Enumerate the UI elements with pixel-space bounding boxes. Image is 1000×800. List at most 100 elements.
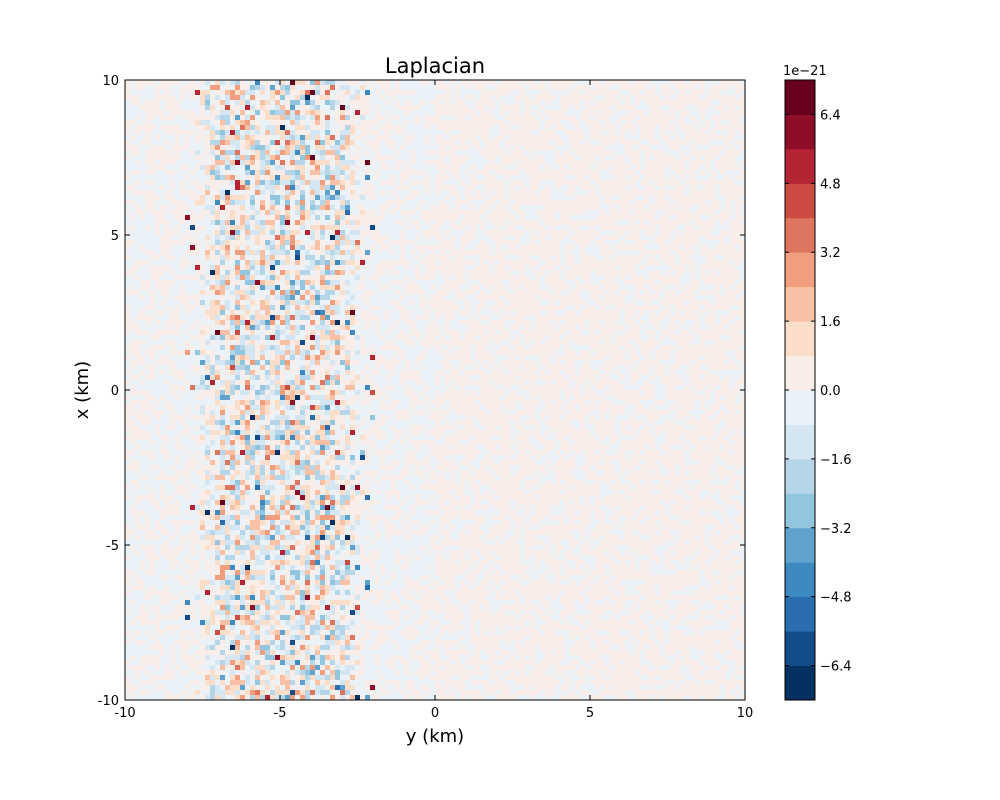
heatmap-cell — [635, 260, 641, 266]
heatmap-cell — [205, 165, 211, 171]
heatmap-cell — [485, 185, 491, 191]
heatmap-cell — [365, 195, 371, 201]
heatmap-cell — [360, 100, 366, 106]
heatmap-cell — [405, 195, 411, 201]
heatmap-cell — [595, 275, 601, 281]
heatmap-cell — [670, 225, 676, 231]
heatmap-cell — [440, 130, 446, 136]
heatmap-cell — [335, 150, 341, 156]
heatmap-cell — [525, 125, 531, 131]
heatmap-cell — [365, 85, 371, 91]
heatmap-cell — [400, 130, 406, 136]
heatmap-cell — [350, 170, 356, 176]
heatmap-cell — [190, 170, 196, 176]
heatmap-cell — [285, 205, 291, 211]
heatmap-cell — [225, 235, 231, 241]
heatmap-cell — [265, 205, 271, 211]
heatmap-cell — [660, 85, 666, 91]
heatmap-cell — [610, 115, 616, 121]
heatmap-cell — [480, 275, 486, 281]
heatmap-cell — [275, 215, 281, 221]
heatmap-cell — [260, 265, 266, 271]
heatmap-cell — [655, 245, 661, 251]
heatmap-cell — [690, 95, 696, 101]
heatmap-cell — [150, 280, 156, 286]
heatmap-cell — [370, 185, 376, 191]
heatmap-cell — [280, 260, 286, 266]
heatmap-cell — [680, 105, 686, 111]
heatmap-cell — [420, 185, 426, 191]
heatmap-cell — [405, 165, 411, 171]
heatmap-cell — [320, 200, 326, 206]
heatmap-cell — [675, 120, 681, 126]
heatmap-cell — [510, 230, 516, 236]
heatmap-cell — [555, 210, 561, 216]
heatmap-cell — [655, 125, 661, 131]
heatmap-cell — [570, 200, 576, 206]
heatmap-cell — [440, 215, 446, 221]
heatmap-cell — [225, 105, 231, 111]
heatmap-cell — [630, 175, 636, 181]
heatmap-cell — [210, 200, 216, 206]
heatmap-cell — [655, 190, 661, 196]
heatmap-cell — [405, 210, 411, 216]
heatmap-cell — [235, 245, 241, 251]
heatmap-cell — [575, 250, 581, 256]
heatmap-cell — [160, 185, 166, 191]
heatmap-cell — [710, 265, 716, 271]
heatmap-cell — [700, 145, 706, 151]
heatmap-cell — [180, 230, 186, 236]
heatmap-cell — [680, 150, 686, 156]
heatmap-cell — [165, 200, 171, 206]
heatmap-cell — [430, 80, 436, 86]
heatmap-cell — [500, 210, 506, 216]
heatmap-cell — [710, 135, 716, 141]
heatmap-cell — [445, 205, 451, 211]
heatmap-cell — [390, 145, 396, 151]
heatmap-cell — [650, 165, 656, 171]
heatmap-cell — [250, 230, 256, 236]
heatmap-cell — [425, 90, 431, 96]
heatmap-cell — [590, 85, 596, 91]
heatmap-cell — [670, 250, 676, 256]
heatmap-cell — [560, 130, 566, 136]
heatmap-cell — [605, 270, 611, 276]
heatmap-cell — [420, 220, 426, 226]
heatmap-cell — [710, 155, 716, 161]
heatmap-cell — [370, 80, 376, 86]
heatmap-cell — [375, 175, 381, 181]
heatmap-cell — [225, 195, 231, 201]
heatmap-cell — [630, 210, 636, 216]
heatmap-cell — [170, 190, 176, 196]
heatmap-cell — [225, 80, 231, 86]
heatmap-cell — [610, 210, 616, 216]
heatmap-cell — [185, 230, 191, 236]
heatmap-cell — [400, 145, 406, 151]
heatmap-cell — [285, 235, 291, 241]
heatmap-cell — [500, 115, 506, 121]
heatmap-cell — [530, 115, 536, 121]
heatmap-cell — [585, 170, 591, 176]
heatmap-cell — [170, 110, 176, 116]
heatmap-cell — [475, 165, 481, 171]
heatmap-cell — [660, 270, 666, 276]
heatmap-cell — [605, 210, 611, 216]
heatmap-cell — [160, 170, 166, 176]
heatmap-cell — [175, 80, 181, 86]
heatmap-cell — [475, 235, 481, 241]
heatmap-cell — [520, 170, 526, 176]
heatmap-cell — [190, 120, 196, 126]
heatmap-cell — [565, 230, 571, 236]
heatmap-cell — [365, 180, 371, 186]
heatmap-cell — [610, 125, 616, 131]
heatmap-cell — [435, 200, 441, 206]
heatmap-cell — [420, 125, 426, 131]
heatmap-cell — [460, 185, 466, 191]
heatmap-cell — [350, 100, 356, 106]
heatmap-cell — [735, 185, 741, 191]
heatmap-cell — [210, 265, 216, 271]
heatmap-cell — [445, 160, 451, 166]
heatmap-cell — [175, 240, 181, 246]
heatmap-cell — [365, 100, 371, 106]
heatmap-cell — [725, 80, 731, 86]
